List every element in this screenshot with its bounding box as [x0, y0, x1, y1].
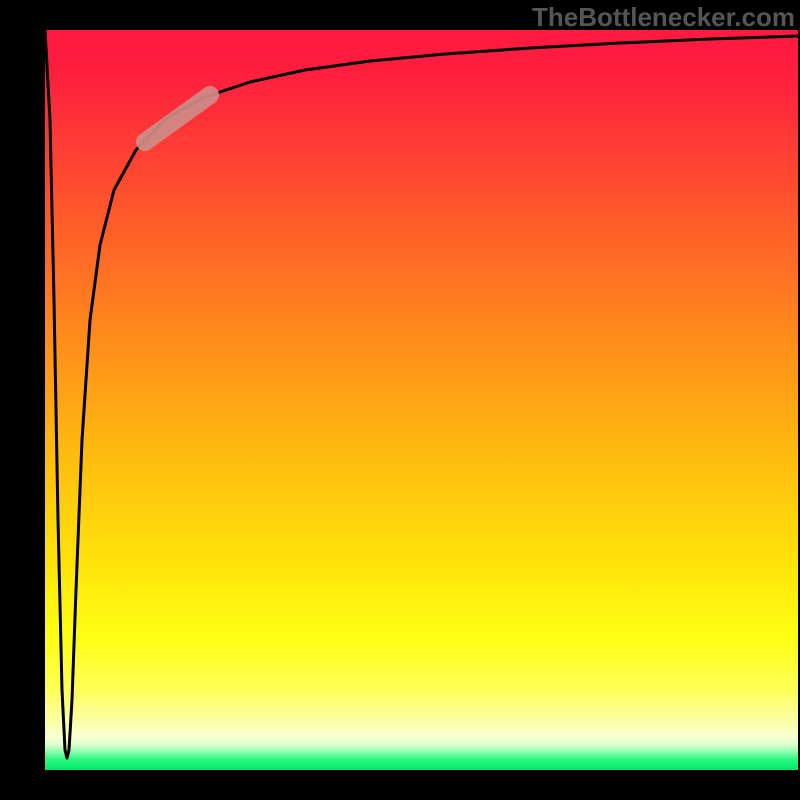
watermark-text: TheBottlenecker.com — [532, 2, 795, 33]
chart-container: TheBottlenecker.com — [0, 0, 800, 800]
marker-layer — [0, 0, 800, 800]
highlight-marker — [145, 95, 210, 142]
